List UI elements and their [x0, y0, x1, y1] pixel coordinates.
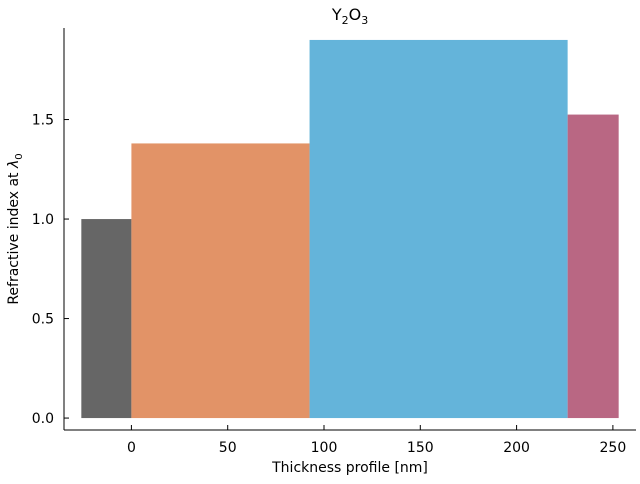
x-tick-label: 200: [503, 440, 530, 456]
x-tick-label: 150: [407, 440, 434, 456]
y-tick-label: 1.5: [32, 113, 54, 129]
bar-layer-3: [309, 39, 568, 419]
bar-layer-4: [567, 114, 619, 419]
x-tick-label: 50: [219, 440, 237, 456]
bar-layer-1: [81, 219, 132, 419]
chart-title: Y2O3: [331, 5, 368, 27]
x-ticks-group: 0 50 100 150 200 250: [127, 425, 626, 456]
y-ticks-group: 0.0 0.5 1.0 1.5: [32, 113, 69, 427]
y-tick-label: 1.0: [32, 212, 54, 228]
x-tick-label: 0: [127, 440, 136, 456]
bar-layer-2: [131, 143, 310, 419]
x-tick-label: 100: [311, 440, 338, 456]
y-tick-label: 0.0: [32, 411, 54, 427]
bars-group: [81, 39, 619, 419]
axes-group: [63, 28, 636, 431]
x-tick-label: 250: [600, 440, 627, 456]
y-tick-label: 0.5: [32, 312, 54, 328]
y-axis-label: Refractive index at λ0: [6, 153, 25, 304]
x-axis-label: Thickness profile [nm]: [271, 460, 428, 476]
